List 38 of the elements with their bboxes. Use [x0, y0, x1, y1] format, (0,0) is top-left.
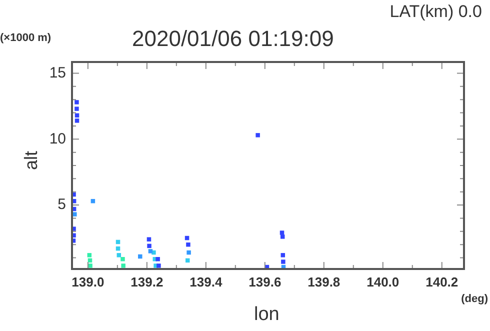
- point: [138, 254, 142, 259]
- point: [186, 242, 190, 247]
- point: [148, 249, 153, 254]
- point: [281, 260, 286, 264]
- y-tick-label: 15: [49, 64, 66, 82]
- point: [280, 234, 285, 239]
- point: [74, 106, 79, 111]
- x-tick-label: 139.6: [248, 274, 282, 290]
- point: [121, 264, 126, 268]
- point: [88, 264, 92, 268]
- point: [74, 118, 80, 123]
- point: [116, 253, 122, 258]
- point: [146, 237, 152, 242]
- x-tick-label: 140.0: [366, 274, 400, 290]
- x-tick-label: 140.2: [426, 274, 458, 290]
- y-axis-title: alt: [21, 150, 42, 170]
- point: [156, 256, 160, 262]
- point: [280, 253, 286, 258]
- point: [74, 100, 79, 104]
- point: [147, 244, 152, 248]
- y-tick-label: 5: [58, 196, 66, 214]
- point: [156, 264, 161, 268]
- chart-subtitle: LAT(km) 0.0: [390, 2, 482, 22]
- x-tick-label: 139.0: [72, 274, 104, 290]
- point: [256, 133, 260, 138]
- x-tick-label: 139.4: [190, 274, 223, 290]
- point: [87, 253, 92, 258]
- point: [186, 250, 191, 255]
- text: (×1000 m): [0, 32, 52, 44]
- text: (deg): [461, 293, 488, 305]
- point: [280, 230, 284, 235]
- x-tick-label: 139.2: [130, 274, 164, 290]
- point: [120, 256, 125, 262]
- x-tick-label: 139.8: [308, 274, 340, 290]
- y-tick-label: 10: [49, 130, 66, 148]
- chart-title: 2020/01/06 01:19:09: [132, 26, 334, 52]
- point: [72, 212, 77, 216]
- x-axis-title: lon: [254, 304, 280, 326]
